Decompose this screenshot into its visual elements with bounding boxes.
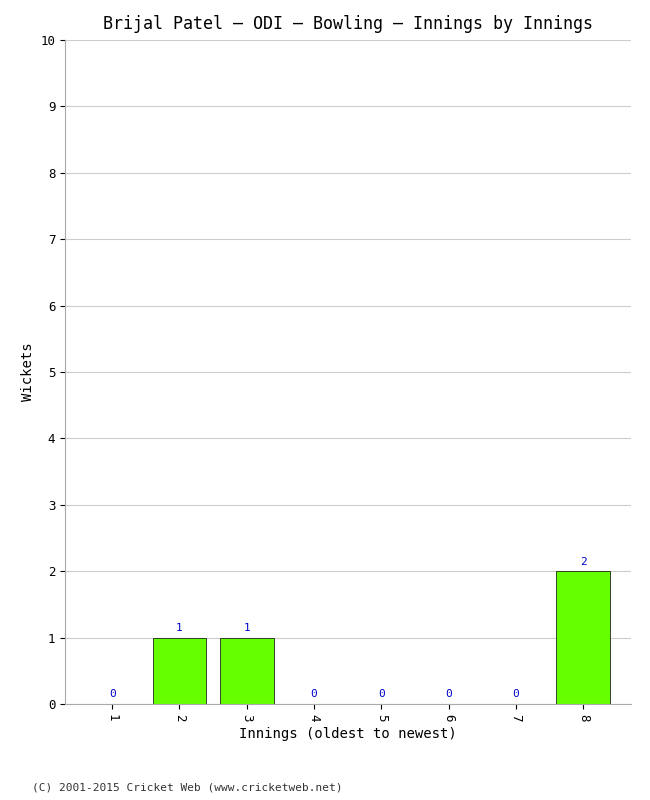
X-axis label: Innings (oldest to newest): Innings (oldest to newest)	[239, 726, 456, 741]
Text: 0: 0	[109, 690, 116, 699]
Text: 0: 0	[378, 690, 385, 699]
Text: 0: 0	[311, 690, 317, 699]
Text: 0: 0	[445, 690, 452, 699]
Bar	[153, 638, 207, 704]
Text: 1: 1	[243, 623, 250, 633]
Bar	[220, 638, 274, 704]
Text: (C) 2001-2015 Cricket Web (www.cricketweb.net): (C) 2001-2015 Cricket Web (www.cricketwe…	[32, 782, 343, 792]
Text: 0: 0	[513, 690, 519, 699]
Title: Brijal Patel – ODI – Bowling – Innings by Innings: Brijal Patel – ODI – Bowling – Innings b…	[103, 15, 593, 33]
Bar	[556, 571, 610, 704]
Text: 1: 1	[176, 623, 183, 633]
Text: 2: 2	[580, 557, 587, 566]
Y-axis label: Wickets: Wickets	[21, 342, 34, 402]
